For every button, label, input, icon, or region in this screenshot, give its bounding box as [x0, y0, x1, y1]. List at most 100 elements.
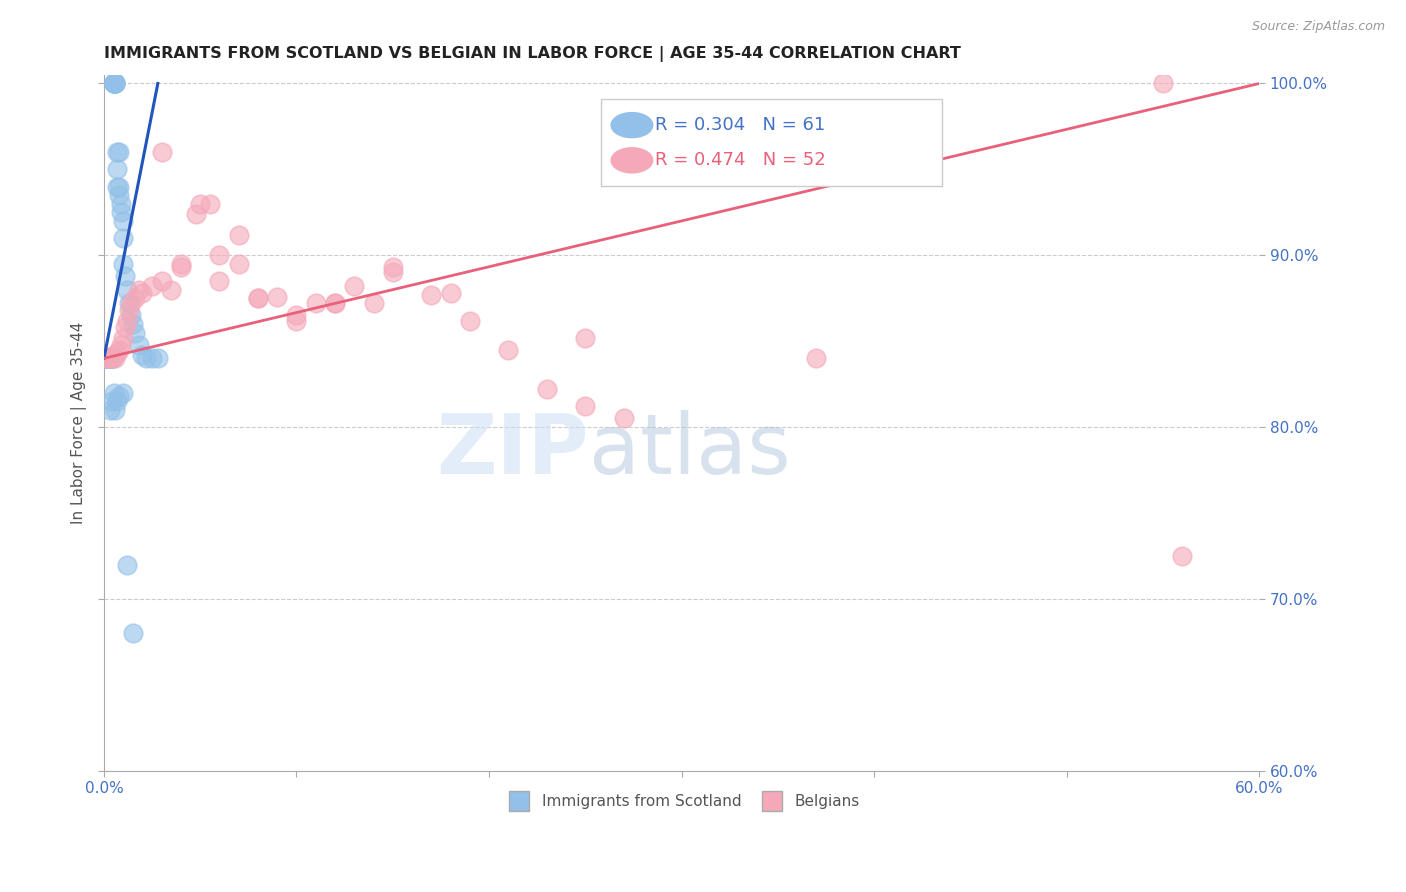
Point: [160, 283, 183, 297]
Text: ZIP: ZIP: [437, 410, 589, 491]
Point: [266, 289, 288, 303]
Point: [613, 411, 636, 425]
Point: [105, 179, 128, 194]
Point: [246, 291, 269, 305]
Point: [381, 260, 404, 275]
Point: [305, 296, 328, 310]
Circle shape: [612, 112, 652, 137]
Point: [98, 351, 121, 366]
Point: [285, 309, 308, 323]
Point: [343, 279, 366, 293]
Point: [115, 313, 138, 327]
Point: [97, 351, 120, 366]
Point: [246, 291, 269, 305]
Point: [98, 403, 121, 417]
Text: Source: ZipAtlas.com: Source: ZipAtlas.com: [1251, 20, 1385, 33]
Point: [114, 268, 136, 283]
Point: [198, 196, 221, 211]
Point: [104, 351, 127, 366]
Point: [1152, 77, 1174, 91]
Point: [120, 309, 142, 323]
Point: [112, 385, 135, 400]
Point: [574, 331, 596, 345]
Point: [100, 351, 122, 366]
Point: [108, 343, 131, 357]
Point: [150, 274, 173, 288]
Text: R = 0.474   N = 52: R = 0.474 N = 52: [655, 152, 825, 169]
Point: [105, 145, 128, 160]
Point: [208, 248, 231, 262]
Point: [439, 286, 461, 301]
Point: [146, 351, 169, 366]
Point: [108, 179, 131, 194]
Point: [108, 145, 131, 160]
Point: [104, 77, 127, 91]
Text: R = 0.304   N = 61: R = 0.304 N = 61: [655, 116, 825, 134]
Point: [208, 274, 231, 288]
Point: [806, 351, 828, 366]
Point: [228, 227, 250, 242]
Point: [128, 283, 150, 297]
Point: [121, 317, 143, 331]
Point: [110, 196, 132, 211]
Y-axis label: In Labor Force | Age 35-44: In Labor Force | Age 35-44: [72, 322, 87, 524]
Point: [100, 351, 122, 366]
Point: [97, 351, 120, 366]
Point: [103, 77, 125, 91]
Point: [94, 351, 117, 366]
Point: [110, 337, 132, 351]
Point: [98, 351, 121, 366]
Point: [170, 257, 193, 271]
Point: [112, 257, 135, 271]
Point: [110, 205, 132, 219]
FancyBboxPatch shape: [600, 99, 942, 186]
Point: [100, 394, 122, 409]
Point: [104, 403, 127, 417]
Point: [98, 351, 121, 366]
Text: atlas: atlas: [589, 410, 792, 491]
Point: [141, 279, 163, 293]
Point: [114, 320, 136, 334]
Point: [98, 351, 121, 366]
Point: [498, 343, 520, 357]
Point: [105, 162, 128, 177]
Point: [420, 287, 443, 301]
Point: [112, 331, 135, 345]
Text: IMMIGRANTS FROM SCOTLAND VS BELGIAN IN LABOR FORCE | AGE 35-44 CORRELATION CHART: IMMIGRANTS FROM SCOTLAND VS BELGIAN IN L…: [104, 46, 960, 62]
Point: [131, 286, 153, 301]
Point: [458, 313, 481, 327]
Point: [536, 382, 558, 396]
Point: [98, 351, 121, 366]
Point: [121, 626, 143, 640]
Point: [100, 351, 122, 366]
Legend: Immigrants from Scotland, Belgians: Immigrants from Scotland, Belgians: [498, 788, 866, 815]
Point: [112, 231, 135, 245]
Point: [150, 145, 173, 160]
Point: [105, 346, 128, 360]
Point: [94, 351, 117, 366]
Point: [1171, 549, 1194, 563]
Point: [363, 296, 385, 310]
Point: [124, 326, 146, 340]
Point: [228, 257, 250, 271]
Point: [104, 77, 127, 91]
Point: [104, 77, 127, 91]
Point: [186, 207, 208, 221]
Point: [381, 265, 404, 279]
Point: [100, 351, 122, 366]
Point: [115, 283, 138, 297]
Point: [128, 337, 150, 351]
Point: [115, 558, 138, 572]
Point: [97, 351, 120, 366]
Point: [103, 77, 125, 91]
Point: [108, 188, 131, 202]
Point: [120, 296, 142, 310]
Point: [141, 351, 163, 366]
Point: [94, 351, 117, 366]
Point: [285, 313, 308, 327]
Point: [100, 351, 122, 366]
Point: [574, 400, 596, 414]
Point: [103, 385, 125, 400]
Circle shape: [612, 148, 652, 173]
Point: [124, 291, 146, 305]
